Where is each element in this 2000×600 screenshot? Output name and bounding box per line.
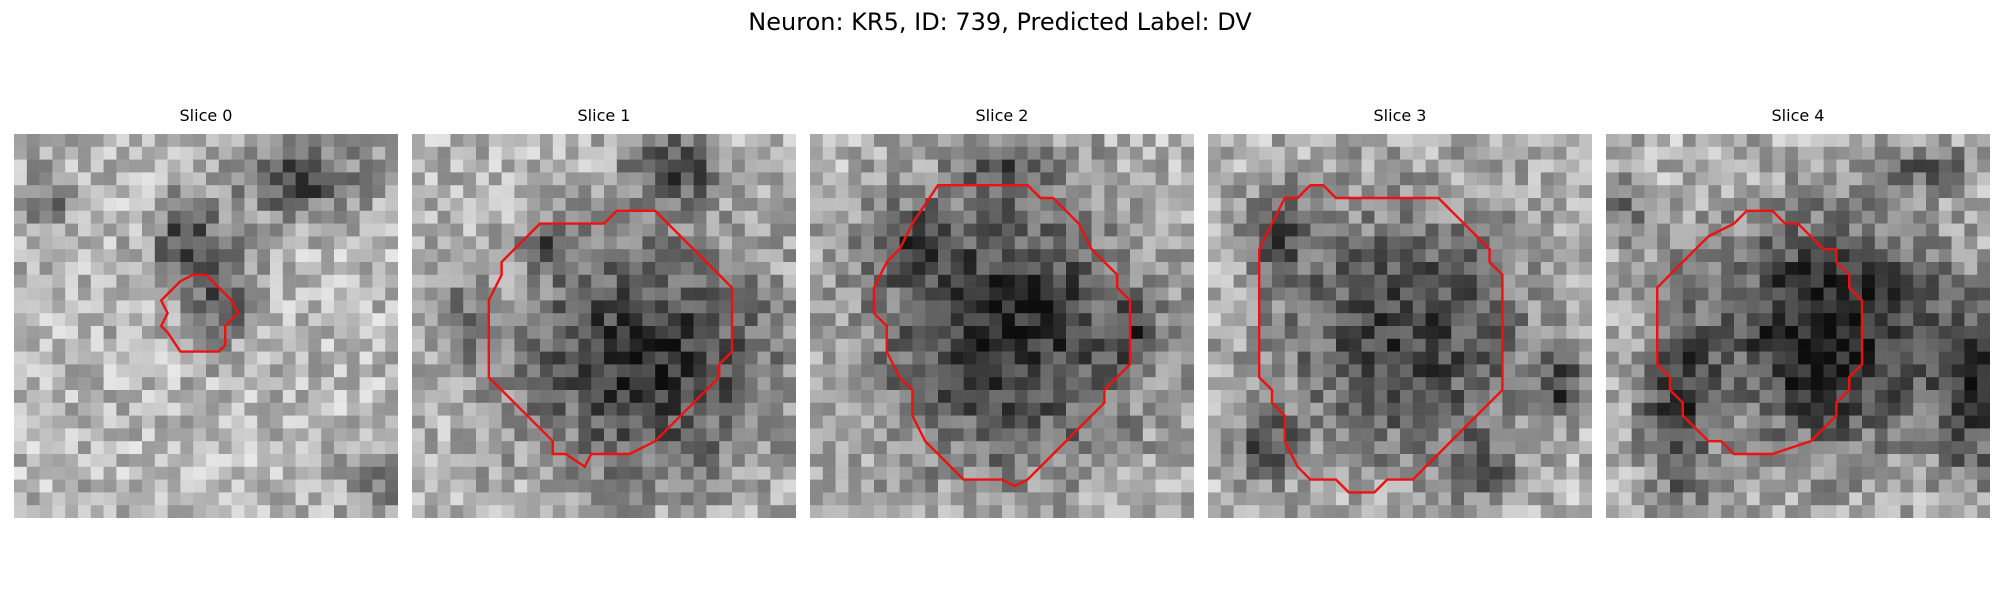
slice-title: Slice 1: [412, 106, 796, 126]
figure-title: Neuron: KR5, ID: 739, Predicted Label: D…: [0, 8, 2000, 36]
pixel-grid: [1606, 134, 1990, 518]
slice-image-1: [412, 134, 796, 518]
pixel-grid: [810, 134, 1194, 518]
slice-panel-0: Slice 0: [14, 106, 398, 518]
slice-title: Slice 3: [1208, 106, 1592, 126]
slice-title: Slice 2: [810, 106, 1194, 126]
slice-title: Slice 0: [14, 106, 398, 126]
pixel-grid: [1208, 134, 1592, 518]
pixel-grid: [412, 134, 796, 518]
slice-image-3: [1208, 134, 1592, 518]
slice-panel-3: Slice 3: [1208, 106, 1592, 518]
slice-image-4: [1606, 134, 1990, 518]
slice-image-2: [810, 134, 1194, 518]
pixel-grid: [14, 134, 398, 518]
slice-panel-1: Slice 1: [412, 106, 796, 518]
slice-panel-4: Slice 4: [1606, 106, 1990, 518]
slice-title: Slice 4: [1606, 106, 1990, 126]
slice-panel-2: Slice 2: [810, 106, 1194, 518]
slice-image-0: [14, 134, 398, 518]
